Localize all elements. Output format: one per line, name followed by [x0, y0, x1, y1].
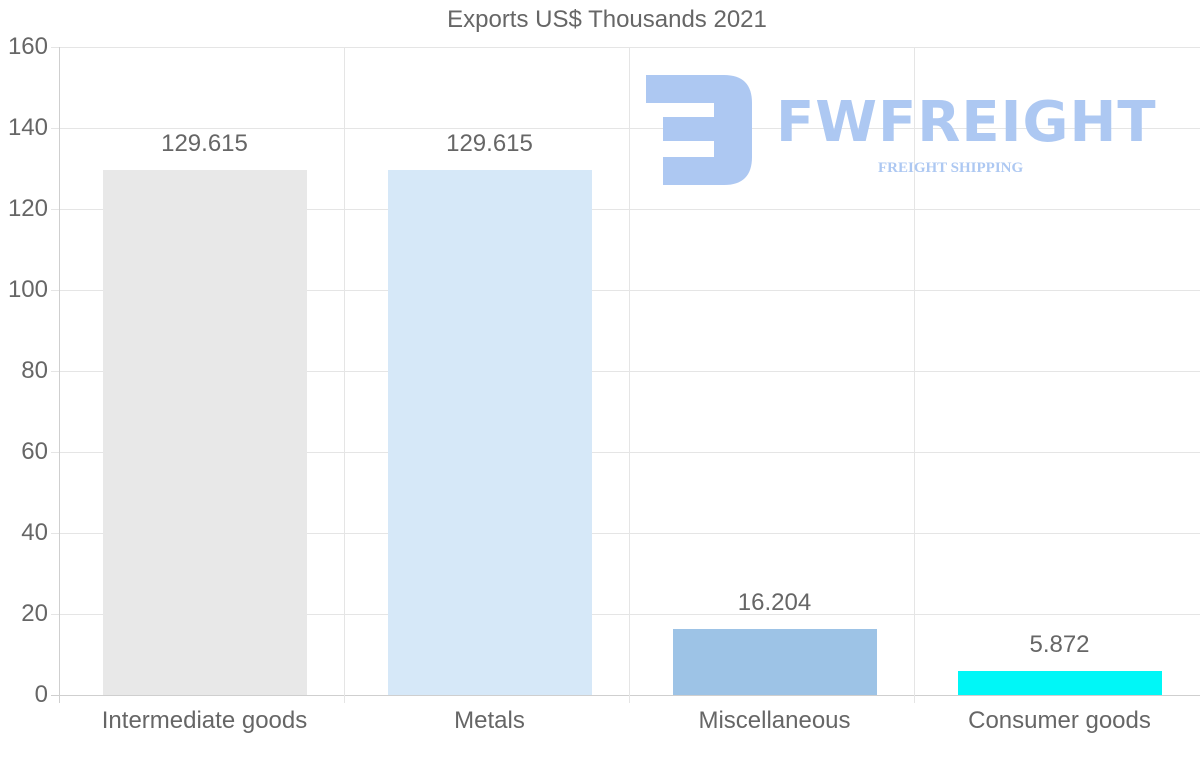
x-tick-label: Consumer goods: [968, 707, 1151, 734]
gridline-y-100: [51, 290, 1200, 291]
bar-intermediate-goods[interactable]: [102, 170, 307, 695]
x-tick-label: Intermediate goods: [101, 707, 308, 734]
y-tick-label: 40: [21, 519, 48, 546]
y-tick-label: 80: [21, 357, 48, 384]
y-tick-label: 120: [7, 195, 48, 222]
bar-miscellaneous[interactable]: [672, 629, 877, 695]
bar-value-label: 16.204: [737, 589, 812, 617]
bar-value-label: 5.872: [1029, 631, 1090, 659]
bar-metals[interactable]: [387, 170, 592, 695]
gridline-y-0: [51, 695, 1200, 696]
plot-area: 129.615 129.615 16.204 5.872: [51, 47, 1200, 703]
gridline-y-80: [51, 371, 1200, 372]
x-tick-label: Metals: [454, 707, 525, 734]
bar-value-label: 129.615: [446, 130, 533, 158]
gridline-y-60: [51, 452, 1200, 453]
y-tick-label: 20: [21, 600, 48, 627]
gridline-y-120: [51, 209, 1200, 210]
gridline-x-1: [344, 47, 345, 703]
chart-title: Exports US$ Thousands 2021: [447, 6, 767, 33]
bar-consumer-goods[interactable]: [957, 671, 1162, 695]
gridline-y-20: [51, 614, 1200, 615]
gridline-y-140: [51, 128, 1200, 129]
y-tick-label: 140: [7, 114, 48, 141]
y-tick-label: 160: [7, 33, 48, 60]
gridline-y-160: [51, 47, 1200, 48]
gridline-y-40: [51, 533, 1200, 534]
gridline-x-0: [59, 47, 60, 703]
y-tick-label: 100: [7, 276, 48, 303]
y-tick-label: 0: [34, 681, 48, 708]
gridline-x-3: [914, 47, 915, 703]
x-tick-label: Miscellaneous: [698, 707, 851, 734]
y-tick-label: 60: [21, 438, 48, 465]
bar-value-label: 129.615: [161, 130, 248, 158]
gridline-x-2: [629, 47, 630, 703]
